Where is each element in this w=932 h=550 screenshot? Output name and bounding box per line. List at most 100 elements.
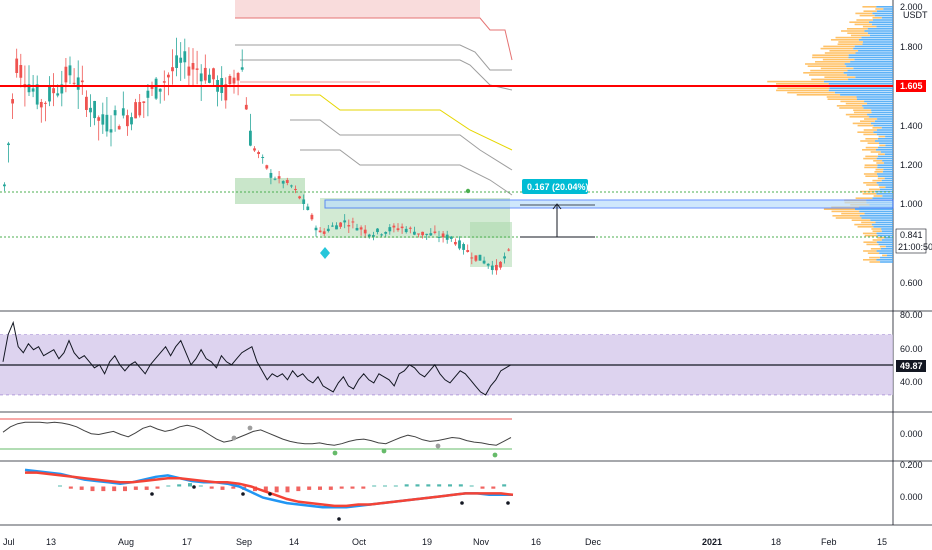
vp-bar-blue xyxy=(874,14,893,17)
vp-bar-orange xyxy=(835,36,862,39)
vp-bar-blue xyxy=(876,193,893,195)
candle-body xyxy=(162,81,166,83)
candle-body xyxy=(454,241,457,245)
candle-body xyxy=(392,225,396,228)
vp-bar-blue xyxy=(871,223,893,226)
vp-bar-orange xyxy=(867,252,880,254)
candle-body xyxy=(458,240,461,249)
vp-bar-blue xyxy=(854,45,893,48)
candle-body xyxy=(380,234,383,236)
macd-histogram-bar xyxy=(480,486,485,489)
candle-body xyxy=(158,88,162,92)
last-price-value: 0.841 xyxy=(900,230,923,240)
price-tick: 0.600 xyxy=(900,278,923,288)
vp-bar-orange xyxy=(824,52,856,54)
candle-body xyxy=(417,233,420,235)
measure-tool[interactable]: 0.167 (20.04%) 167 xyxy=(522,179,606,194)
macd-histogram-bar xyxy=(307,486,312,490)
vp-bar-blue xyxy=(867,102,893,105)
macd-histogram-bar xyxy=(437,484,442,487)
vp-bar-blue xyxy=(877,146,893,149)
vp-bar-blue xyxy=(879,256,893,259)
vp-bar-orange xyxy=(865,175,878,177)
vp-bar-orange xyxy=(867,142,880,144)
vp-bar-orange xyxy=(820,47,854,50)
candle-body xyxy=(126,115,129,127)
macd-cross-dot xyxy=(241,492,245,496)
vp-bar-blue xyxy=(876,232,893,235)
rsi-tag: 49.87 xyxy=(900,361,923,371)
vp-bar-blue xyxy=(877,155,893,158)
candle-body xyxy=(310,214,314,220)
vp-bar-blue xyxy=(877,138,893,140)
resistance-box xyxy=(324,199,894,209)
candle-body xyxy=(113,110,117,116)
vp-bar-orange xyxy=(872,230,882,232)
vp-bar-orange xyxy=(879,186,886,188)
signal-dot xyxy=(465,188,471,194)
vp-bar-blue xyxy=(885,144,893,147)
vp-bar-blue xyxy=(856,98,893,100)
vp-bar-blue xyxy=(876,25,893,28)
macd-histogram-bar xyxy=(231,486,236,489)
vp-bar-orange xyxy=(796,94,841,96)
vp-bar-blue xyxy=(829,87,893,89)
candle-body xyxy=(367,234,371,237)
macd-histogram-bar xyxy=(166,485,171,487)
vp-bar-blue xyxy=(883,168,893,171)
macd-histogram-bar xyxy=(318,486,322,490)
macd-histogram-bar xyxy=(274,486,279,493)
vp-bar-blue xyxy=(885,186,893,188)
vp-bar-orange xyxy=(868,188,880,191)
vp-bar-orange xyxy=(857,124,874,127)
vp-bar-orange xyxy=(878,135,886,138)
candle-body xyxy=(376,228,379,233)
vp-bar-orange xyxy=(864,234,878,237)
date-label: Nov xyxy=(473,537,490,547)
candle-body xyxy=(179,57,183,63)
candle-body xyxy=(146,90,150,98)
candle-body xyxy=(470,257,474,259)
vp-bar-blue xyxy=(848,54,893,56)
candle-body xyxy=(413,231,416,235)
candle-body xyxy=(85,96,88,110)
vp-bar-blue xyxy=(879,252,893,254)
candles xyxy=(3,37,511,275)
vp-bar-blue xyxy=(876,6,893,8)
vp-bar-orange xyxy=(879,245,886,248)
candle-body xyxy=(306,206,310,210)
macd-histogram-bar xyxy=(68,486,73,489)
vp-bar-blue xyxy=(877,118,893,120)
rsi-tick: 80.00 xyxy=(900,310,923,320)
candle-body xyxy=(429,233,433,236)
time-axis[interactable]: Jul 13 Aug 17 Sep 14 Oct 19 Nov 16 Dec 2… xyxy=(3,537,887,547)
vp-bar-orange xyxy=(830,39,859,41)
vp-bar-orange xyxy=(812,56,849,59)
vp-bar-blue xyxy=(884,237,893,239)
candle-body xyxy=(433,231,437,233)
candle-body xyxy=(400,226,404,229)
price-axis[interactable]: USDT 2.000 1.800 1.400 1.200 1.000 0.600… xyxy=(895,2,932,502)
candle-body xyxy=(244,104,248,110)
vp-bar-orange xyxy=(862,193,877,195)
candle-body xyxy=(7,143,10,146)
vp-bar-blue xyxy=(869,34,893,37)
vp-bar-orange xyxy=(872,179,882,182)
date-label: 13 xyxy=(46,537,56,547)
vp-bar-blue xyxy=(873,226,893,228)
candle-body xyxy=(445,234,449,240)
macd-histogram-bar xyxy=(458,484,463,487)
date-label: Sep xyxy=(236,537,252,547)
candle-body xyxy=(212,68,215,80)
price-tick: 1.000 xyxy=(900,199,923,209)
candle-body xyxy=(351,221,355,223)
candle-body xyxy=(499,261,502,268)
date-label: 17 xyxy=(182,537,192,547)
candle-body xyxy=(93,100,96,119)
candle-body xyxy=(322,231,326,234)
vp-bar-blue xyxy=(859,210,893,213)
candle-body xyxy=(482,260,486,264)
vp-bar-orange xyxy=(857,226,874,228)
